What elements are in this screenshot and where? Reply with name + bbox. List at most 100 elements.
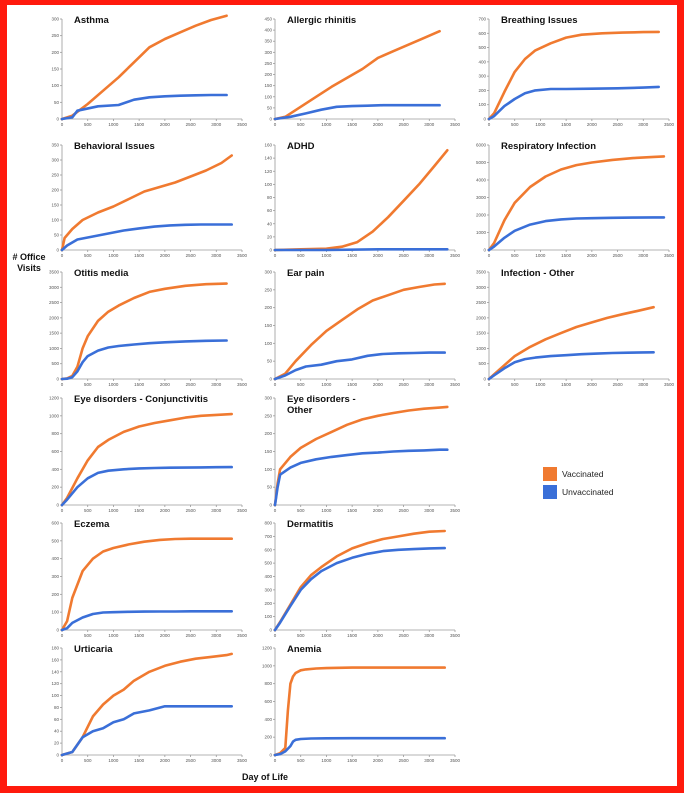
- series-line-vaccinated: [60, 282, 228, 381]
- series-line-vaccinated: [60, 652, 233, 757]
- legend-label-vaccinated: Vaccinated: [562, 469, 604, 479]
- y-tick-label: 150: [264, 449, 272, 454]
- x-tick-label: 1500: [134, 122, 145, 127]
- x-tick-label: 2500: [613, 382, 624, 387]
- x-tick-label: 2500: [186, 253, 197, 258]
- series-line-vaccinated: [273, 282, 447, 381]
- x-tick-label: 0: [274, 382, 277, 387]
- series-line-unvaccinated: [60, 465, 233, 507]
- y-tick-label: 400: [264, 574, 272, 579]
- y-axis-label: # Office Visits: [12, 252, 45, 273]
- x-tick-label: 1000: [321, 382, 332, 387]
- y-tick-label: 140: [51, 669, 59, 674]
- y-tick-label: 800: [264, 681, 272, 686]
- x-tick-label: 2500: [399, 508, 410, 513]
- x-tick-label: 500: [297, 758, 305, 763]
- series-line-vaccinated: [60, 537, 233, 632]
- chart-allergic-rhinitis: Allergic rhinitis 0 50 100 150 200 250 300 350 40…: [264, 15, 460, 127]
- y-tick-label: 200: [51, 485, 59, 490]
- chart-title-infection-other: Infection - Other: [501, 268, 575, 279]
- y-tick-label: 2000: [476, 315, 487, 320]
- y-tick-label: 400: [51, 467, 59, 472]
- y-tick-label: 200: [264, 601, 272, 606]
- x-tick-label: 1000: [108, 508, 119, 513]
- y-tick-label: 1000: [49, 346, 60, 351]
- y-tick-label: 200: [51, 188, 59, 193]
- y-tick-label: 1500: [476, 331, 487, 336]
- y-tick-label: 50: [54, 233, 60, 238]
- y-tick-label: 100: [51, 693, 59, 698]
- x-tick-label: 2000: [160, 633, 171, 638]
- y-tick-label: 450: [264, 17, 272, 22]
- y-tick-label: 20: [54, 741, 60, 746]
- x-tick-label: 1500: [134, 253, 145, 258]
- x-tick-label: 2000: [160, 758, 171, 763]
- y-tick-label: 4000: [476, 178, 487, 183]
- x-tick-label: 0: [61, 508, 64, 513]
- x-tick-label: 1000: [535, 382, 546, 387]
- x-tick-label: 3500: [450, 633, 461, 638]
- x-tick-label: 500: [84, 253, 92, 258]
- x-tick-label: 500: [511, 122, 519, 127]
- series-line-vaccinated: [273, 405, 449, 507]
- x-tick-label: 500: [297, 382, 305, 387]
- chart-title-anemia: Anemia: [287, 644, 322, 655]
- series-line-unvaccinated: [60, 704, 233, 757]
- y-tick-label: 400: [264, 28, 272, 33]
- series-line-unvaccinated: [487, 350, 655, 381]
- x-tick-label: 3500: [237, 633, 248, 638]
- x-tick-label: 2500: [613, 253, 624, 258]
- y-tick-label: 100: [264, 341, 272, 346]
- y-tick-label: 300: [264, 396, 272, 401]
- y-tick-label: 3500: [476, 270, 487, 275]
- x-tick-label: 1500: [561, 253, 572, 258]
- x-tick-label: 0: [274, 758, 277, 763]
- y-tick-label: 250: [51, 33, 59, 38]
- x-tick-label: 1000: [535, 122, 546, 127]
- y-tick-label: 500: [51, 361, 59, 366]
- series-line-unvaccinated: [60, 93, 228, 121]
- y-tick-label: 500: [478, 361, 486, 366]
- x-tick-label: 3500: [237, 382, 248, 387]
- x-tick-label: 3000: [424, 382, 435, 387]
- y-tick-label: 600: [51, 449, 59, 454]
- x-tick-label: 2000: [160, 122, 171, 127]
- x-tick-label: 0: [488, 122, 491, 127]
- series-line-unvaccinated: [60, 339, 228, 381]
- x-tick-label: 1500: [561, 382, 572, 387]
- legend-label-unvaccinated: Unvaccinated: [562, 487, 614, 497]
- x-tick-label: 2500: [399, 633, 410, 638]
- x-tick-label: 2000: [587, 253, 598, 258]
- x-tick-label: 3000: [211, 758, 222, 763]
- chart-breathing-issues: Breathing Issues 0 100 200 300 400 500 600 700 0 5…: [478, 15, 674, 127]
- x-tick-label: 3500: [664, 122, 675, 127]
- x-tick-label: 2500: [186, 508, 197, 513]
- x-tick-label: 500: [297, 122, 305, 127]
- x-tick-label: 1500: [134, 758, 145, 763]
- y-tick-label: 100: [51, 83, 59, 88]
- series-line-unvaccinated: [487, 85, 661, 121]
- series-line-vaccinated: [487, 155, 666, 252]
- x-tick-label: 500: [84, 633, 92, 638]
- x-tick-label: 3000: [638, 253, 649, 258]
- x-tick-label: 0: [61, 758, 64, 763]
- series-line-vaccinated: [60, 154, 233, 252]
- x-tick-label: 500: [297, 508, 305, 513]
- y-tick-label: 50: [267, 105, 273, 110]
- y-tick-label: 180: [51, 646, 59, 651]
- y-tick-label: 100: [51, 610, 59, 615]
- x-tick-label: 3500: [664, 253, 675, 258]
- chart-title-respiratory-infection: Respiratory Infection: [501, 141, 596, 152]
- y-tick-label: 150: [51, 203, 59, 208]
- x-tick-label: 1000: [321, 758, 332, 763]
- figure-frame: Asthma 0 50 100 150 200 250 300 0 500 1000 1500 2000…: [7, 5, 677, 786]
- y-tick-label: 300: [51, 17, 59, 22]
- y-tick-label: 0: [56, 753, 59, 758]
- y-tick-label: 50: [267, 485, 273, 490]
- chart-title-urticaria: Urticaria: [74, 644, 113, 655]
- series-line-vaccinated: [60, 14, 228, 121]
- y-tick-label: 20: [267, 234, 273, 239]
